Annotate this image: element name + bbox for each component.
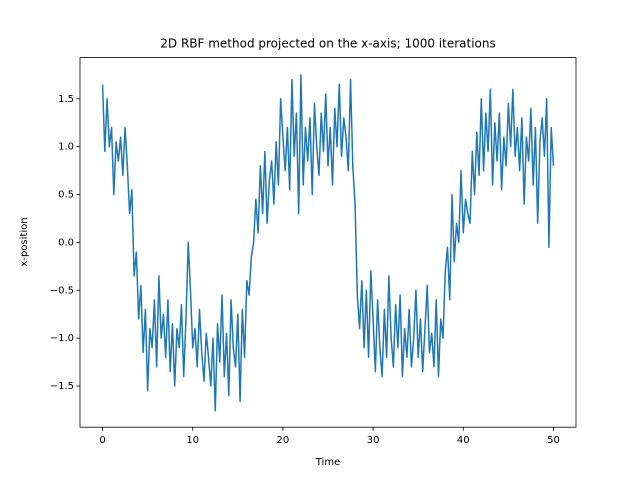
y-tick-label: −1.0 bbox=[50, 333, 74, 344]
y-tick-label: −1.5 bbox=[50, 381, 74, 392]
x-axis-label: Time bbox=[315, 457, 340, 468]
x-tick-label: 40 bbox=[457, 435, 470, 446]
plot-frame bbox=[79, 57, 577, 428]
y-tick-label: 0.5 bbox=[58, 190, 74, 201]
y-tick-label: 1.0 bbox=[58, 142, 74, 153]
x-tick-label: 0 bbox=[99, 435, 105, 446]
y-tick-label: 0.0 bbox=[58, 237, 74, 248]
y-tick-label: 1.5 bbox=[58, 94, 74, 105]
chart-title: 2D RBF method projected on the x-axis; 1… bbox=[160, 37, 496, 51]
x-tick-label: 50 bbox=[547, 435, 560, 446]
y-tick-label: −0.5 bbox=[50, 285, 74, 296]
line bbox=[101, 74, 555, 412]
x-tick-label: 20 bbox=[277, 435, 290, 446]
y-axis-label: x-position bbox=[19, 217, 30, 266]
x-tick-label: 30 bbox=[367, 435, 380, 446]
x-tick-label: 10 bbox=[186, 435, 199, 446]
